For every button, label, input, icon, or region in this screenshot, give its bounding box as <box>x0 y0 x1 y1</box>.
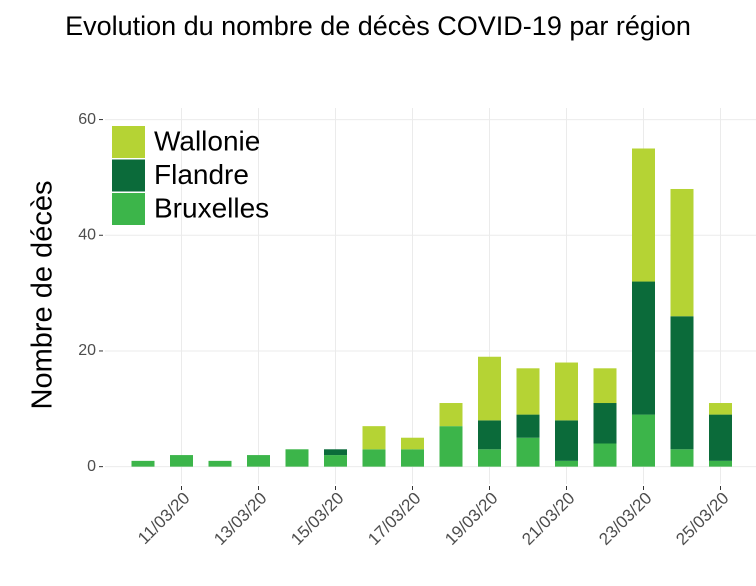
bar-segment <box>478 356 501 421</box>
bar-segment <box>478 449 501 467</box>
bar-segment <box>439 403 463 427</box>
bar-segment <box>170 455 193 467</box>
x-tick-label: 13/03/20 <box>210 489 270 549</box>
bar-segment <box>324 449 347 456</box>
bar-segment <box>516 368 540 415</box>
bar-segment <box>555 362 578 421</box>
bar-segment <box>401 449 424 467</box>
bar-segment <box>670 316 694 450</box>
bar-segment <box>362 426 386 450</box>
bar-segment <box>593 368 617 404</box>
y-tick-label: 60 <box>78 111 96 128</box>
x-tick-label: 21/03/20 <box>518 489 578 549</box>
legend-label: Bruxelles <box>154 192 269 223</box>
bar-segment <box>593 443 617 467</box>
x-tick-label: 17/03/20 <box>364 489 424 549</box>
bar-segment <box>516 414 540 438</box>
bar-segment <box>478 420 501 450</box>
legend-label: Wallonie <box>154 125 260 156</box>
x-tick-label: 11/03/20 <box>134 489 193 548</box>
bar-segment <box>324 455 347 467</box>
bar-segment <box>401 437 424 450</box>
x-tick-label: 19/03/20 <box>441 489 501 549</box>
legend-label: Flandre <box>154 159 249 190</box>
bar-segment <box>632 414 655 467</box>
legend-swatch <box>112 193 145 225</box>
bar-segment <box>709 414 732 461</box>
x-tick-label: 23/03/20 <box>595 489 655 549</box>
y-tick-label: 0 <box>87 458 96 475</box>
bar-segment <box>632 148 655 282</box>
bar-segment <box>709 403 732 415</box>
bar-segment <box>208 460 232 467</box>
bar-segment <box>632 281 655 415</box>
y-axis-title: Nombre de décès <box>27 181 59 410</box>
y-tick-label: 20 <box>78 342 96 359</box>
bar-segment <box>670 188 694 317</box>
bar-segment <box>285 449 309 467</box>
bar-segment <box>593 403 617 444</box>
bar-segment <box>709 460 732 467</box>
x-tick-label: 25/03/20 <box>672 489 732 549</box>
bar-segment <box>670 449 694 467</box>
chart-title: Evolution du nombre de décès COVID-19 pa… <box>65 11 691 41</box>
bar-segment <box>362 449 386 467</box>
bar-segment <box>439 426 463 467</box>
y-tick-label: 40 <box>78 226 96 243</box>
bar-segment <box>516 437 540 467</box>
bar-segment <box>247 455 270 467</box>
bar-segment <box>555 420 578 461</box>
x-tick-label: 15/03/20 <box>287 489 347 549</box>
legend-swatch <box>112 126 145 158</box>
bar-segment <box>555 460 578 467</box>
bar-segment <box>131 460 155 467</box>
legend-swatch <box>112 159 145 192</box>
